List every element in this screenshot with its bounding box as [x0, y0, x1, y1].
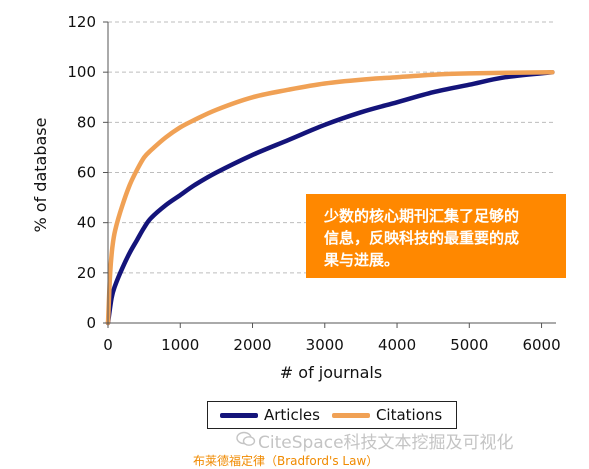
x-tick-label: 1000	[161, 336, 199, 354]
y-tick-label: 20	[77, 264, 96, 282]
annotation-line-1: 少数的核心期刊汇集了足够的	[324, 207, 520, 225]
y-tick-label: 60	[77, 164, 96, 182]
legend-swatch-citations	[331, 412, 370, 418]
y-tick-label: 120	[67, 13, 96, 31]
y-tick-label: 100	[67, 63, 96, 81]
legend: Articles Citations	[207, 401, 457, 429]
x-tick-label: 5000	[450, 336, 488, 354]
x-tick-label: 0	[103, 336, 113, 354]
series-line-citations	[105, 69, 555, 326]
legend-label-citations: Citations	[375, 406, 443, 424]
y-tick-label: 80	[77, 113, 96, 131]
wechat-icon	[236, 431, 256, 446]
y-tick-labels: 0 20 40 60 80 100 120	[67, 13, 108, 332]
annotation-line-2: 信息，反映科技的最重要的成	[324, 229, 520, 247]
y-tick-label: 40	[77, 214, 96, 232]
annotation-box: 少数的核心期刊汇集了足够的 信息，反映科技的最重要的成 果与进展。	[306, 194, 566, 278]
x-tick-label: 3000	[306, 336, 344, 354]
series-line-articles	[105, 69, 555, 326]
x-tick-label: 4000	[378, 336, 416, 354]
x-axis-label: # of journals	[280, 363, 382, 382]
legend-item-citations: Citations	[320, 406, 442, 424]
legend-label-articles: Articles	[264, 406, 320, 424]
y-axis-label: % of database	[31, 118, 50, 233]
legend-swatch-articles	[220, 412, 258, 418]
legend-item-articles: Articles	[208, 406, 320, 424]
caption: 布莱德福定律（Bradford's Law）	[193, 454, 379, 468]
x-tick-label: 2000	[233, 336, 271, 354]
x-tick-label: 6000	[522, 336, 560, 354]
y-tick-label: 0	[86, 314, 96, 332]
annotation-box-bg	[306, 194, 566, 278]
annotation-line-3: 果与进展。	[324, 251, 400, 269]
x-tick-labels: 0 1000 2000 3000 4000 5000 6000	[103, 323, 561, 354]
watermark: CiteSpace科技文本挖掘及可视化	[258, 433, 514, 453]
series-lines	[105, 69, 555, 326]
